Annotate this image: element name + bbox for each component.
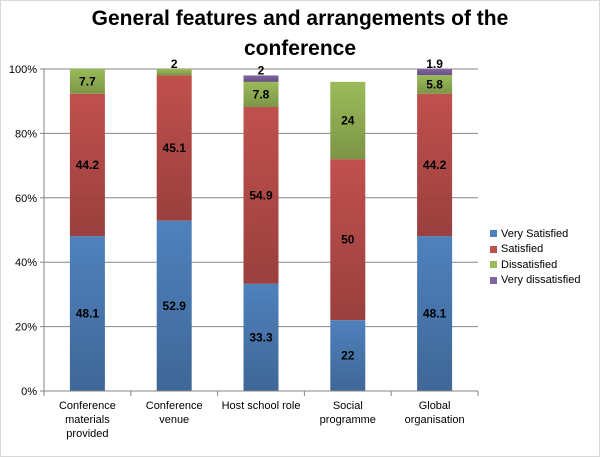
x-tick-label: Conference materials provided	[59, 400, 116, 440]
data-label: 5.8	[426, 77, 443, 91]
legend-label: Very dissatisfied	[501, 274, 581, 287]
bar-segment	[417, 93, 453, 237]
bar-segment	[69, 93, 105, 237]
legend-swatch	[490, 230, 497, 238]
data-label: 52.9	[163, 299, 187, 313]
y-tick-label: 40%	[15, 257, 37, 269]
y-tick-label: 60%	[15, 193, 37, 205]
bar-segment	[243, 106, 279, 284]
x-tick-label: Conference venue	[146, 400, 203, 426]
bar-segment	[417, 69, 453, 76]
bar-segment	[69, 69, 105, 94]
legend-swatch	[490, 245, 497, 253]
bar-segment	[417, 75, 453, 94]
legend-item: Very Satisfied	[490, 226, 580, 242]
bar-segment	[243, 81, 279, 107]
legend-swatch	[490, 276, 497, 284]
legend-label: Satisfied	[501, 243, 544, 256]
y-tick-label: 0%	[21, 386, 37, 398]
bar-segment	[417, 236, 453, 391]
x-tick-label: Global organisation	[405, 400, 465, 426]
y-tick-label: 80%	[15, 128, 37, 140]
bar-segment	[69, 236, 105, 391]
y-tick-label: 100%	[9, 64, 37, 76]
x-tick-label: Host school role	[222, 400, 301, 412]
legend-label: Very Satisfied	[501, 227, 569, 240]
legend-item: Dissatisfied	[490, 257, 580, 273]
legend-item: Satisfied	[490, 242, 580, 258]
bar-segment	[330, 159, 366, 321]
data-label: 1.9	[426, 57, 443, 71]
x-tick-label: Social programme	[320, 400, 376, 426]
data-label: 50	[341, 233, 355, 247]
data-label: 54.9	[249, 188, 273, 202]
y-tick-label: 20%	[15, 322, 37, 334]
bar-segment	[156, 220, 192, 391]
data-label: 45.1	[163, 141, 187, 155]
legend-label: Dissatisfied	[501, 258, 558, 271]
data-label: 44.2	[423, 158, 447, 172]
legend-item: Very dissatisfied	[490, 273, 580, 289]
data-label: 44.2	[76, 158, 100, 172]
data-label: 2	[171, 57, 178, 71]
legend-swatch	[490, 261, 497, 269]
data-label: 22	[341, 349, 355, 363]
bar-segment	[330, 320, 366, 391]
data-label: 48.1	[76, 307, 100, 321]
bar-segment	[243, 75, 279, 82]
bar-segment	[156, 69, 192, 76]
data-label: 48.1	[423, 307, 447, 321]
bar-segment	[330, 81, 366, 160]
data-label: 2	[258, 63, 265, 77]
bar-segment	[156, 75, 192, 221]
data-label: 7.7	[79, 74, 96, 88]
chart-title: General features and arrangements of the…	[91, 7, 509, 60]
data-label: 33.3	[249, 330, 273, 344]
bar-segment	[243, 283, 279, 391]
data-label: 7.8	[253, 87, 270, 101]
chart-legend: Very Satisfied Satisfied Dissatisfied Very …	[490, 226, 580, 288]
data-label: 24	[341, 114, 355, 128]
